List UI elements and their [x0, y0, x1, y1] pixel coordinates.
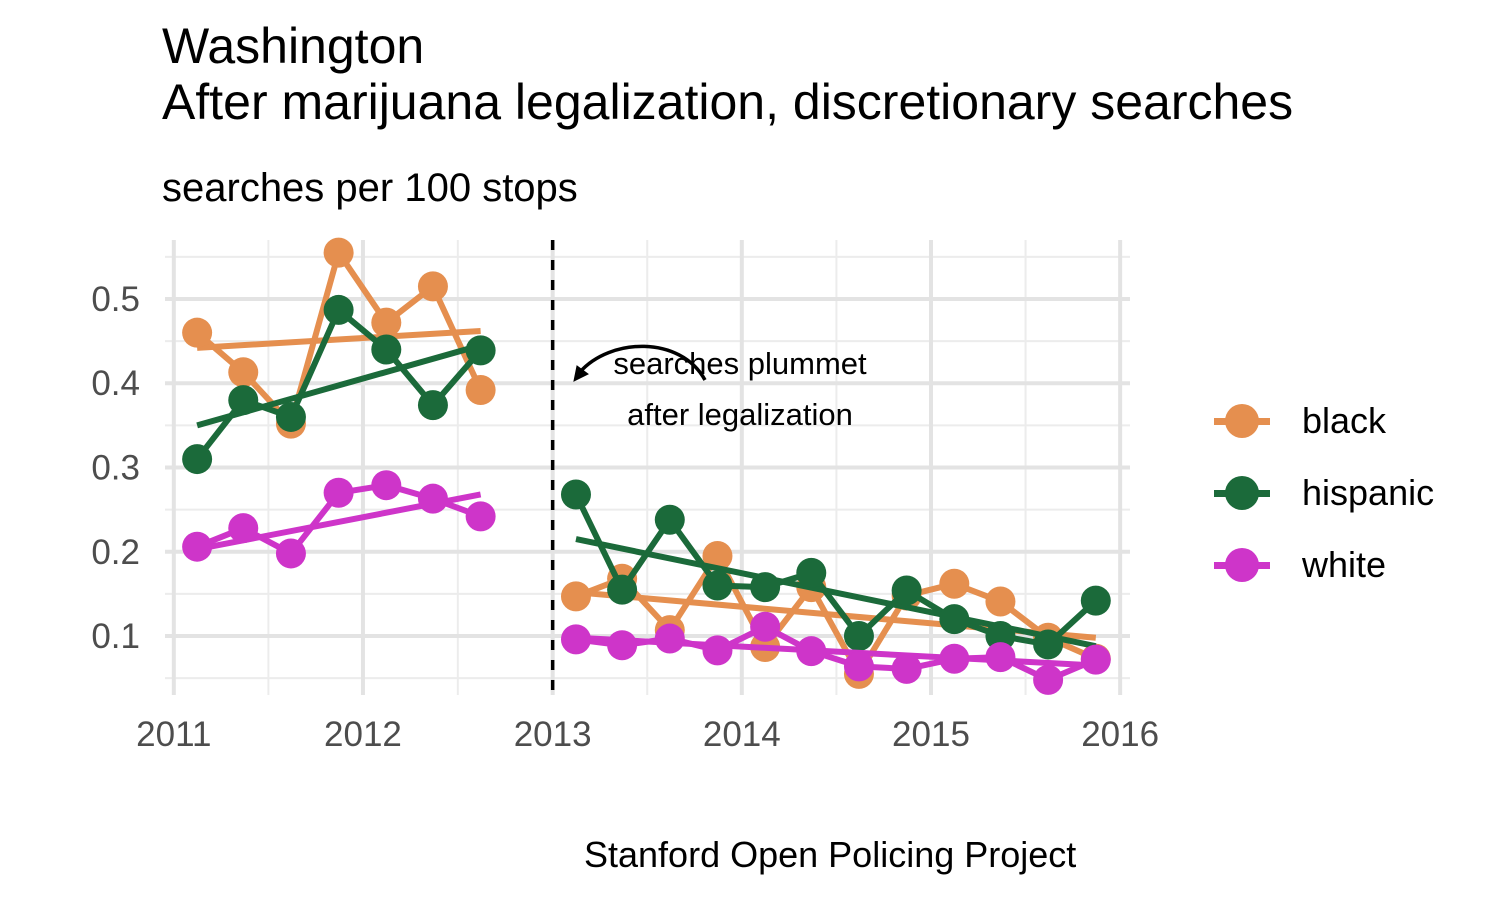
legend: black hispanic white: [1212, 385, 1434, 601]
data-point-hispanic: [228, 385, 259, 416]
data-point-black: [371, 307, 402, 338]
data-point-white: [843, 651, 874, 682]
data-point-white: [607, 630, 638, 661]
data-point-white: [228, 513, 259, 544]
legend-label: black: [1302, 400, 1387, 441]
data-point-black: [417, 271, 448, 302]
x-tick-label: 2015: [892, 715, 970, 754]
data-point-white: [1080, 644, 1111, 675]
data-point-white: [939, 643, 970, 674]
legend-item-white: white: [1212, 529, 1434, 601]
data-point-black: [323, 237, 354, 268]
data-point-hispanic: [702, 570, 733, 601]
data-point-black: [702, 540, 733, 571]
chart-subtitle: searches per 100 stops: [162, 166, 578, 210]
legend-label: white: [1302, 544, 1387, 585]
data-point-white: [560, 624, 591, 655]
data-point-hispanic: [939, 604, 970, 635]
y-tick-label: 0.4: [91, 364, 140, 403]
data-point-white: [891, 653, 922, 684]
data-point-hispanic: [985, 621, 1016, 652]
data-point-white: [182, 531, 213, 562]
y-tick-label: 0.1: [91, 617, 140, 656]
data-point-white: [702, 635, 733, 666]
legend-key-hispanic: [1212, 468, 1272, 518]
legend-item-black: black: [1212, 385, 1434, 457]
legend-key-white: [1212, 540, 1272, 590]
y-tick-label: 0.3: [91, 449, 140, 488]
legend-key-black: [1212, 396, 1272, 446]
data-point-hispanic: [275, 401, 306, 432]
legend-item-hispanic: hispanic: [1212, 457, 1434, 529]
data-point-white: [654, 623, 685, 654]
data-point-hispanic: [654, 504, 685, 535]
x-tick-label: 2011: [136, 715, 211, 754]
data-point-hispanic: [417, 390, 448, 421]
annotation-line-2: after legalization: [627, 397, 853, 432]
annotation-line-1: searches plummet: [613, 346, 867, 381]
data-point-hispanic: [182, 444, 213, 475]
trend-line-black: [196, 328, 481, 351]
legend-label: hispanic: [1302, 472, 1435, 513]
x-tick-label: 2016: [1081, 715, 1159, 754]
y-tick-label: 0.2: [91, 533, 140, 572]
data-point-black: [228, 357, 259, 388]
data-point-hispanic: [843, 621, 874, 652]
data-point-hispanic: [607, 574, 638, 605]
data-point-white: [985, 642, 1016, 673]
data-point-hispanic: [891, 575, 922, 606]
data-point-black: [939, 568, 970, 599]
x-tick-label: 2013: [514, 715, 592, 754]
data-point-black: [182, 317, 213, 348]
chart-title: Washington After marijuana legalization,…: [162, 18, 1294, 130]
data-point-white: [750, 611, 781, 642]
data-point-hispanic: [323, 294, 354, 325]
data-point-hispanic: [560, 479, 591, 510]
data-point-white: [465, 501, 496, 532]
data-point-black: [985, 586, 1016, 617]
data-point-black: [465, 374, 496, 405]
data-point-hispanic: [465, 335, 496, 366]
data-point-hispanic: [750, 572, 781, 603]
chart-caption: Stanford Open Policing Project: [584, 834, 1077, 875]
legend-key-dot: [1225, 404, 1259, 438]
x-tick-label: 2012: [324, 715, 402, 754]
annotation-arrowhead: [573, 365, 589, 382]
data-point-hispanic: [1033, 629, 1064, 660]
legend-key-dot: [1225, 548, 1259, 582]
legend-key-dot: [1225, 476, 1259, 510]
data-point-hispanic: [371, 334, 402, 365]
data-point-white: [1033, 664, 1064, 695]
x-tick-label: 2014: [703, 715, 781, 754]
data-point-hispanic: [1080, 585, 1111, 616]
data-point-white: [371, 470, 402, 501]
data-point-white: [417, 483, 448, 514]
annotation-arrow: [578, 344, 707, 381]
data-point-hispanic: [796, 557, 827, 588]
y-tick-label: 0.5: [91, 280, 140, 319]
data-point-white: [796, 636, 827, 667]
data-point-black: [560, 581, 591, 612]
data-point-white: [275, 538, 306, 569]
data-point-white: [323, 477, 354, 508]
